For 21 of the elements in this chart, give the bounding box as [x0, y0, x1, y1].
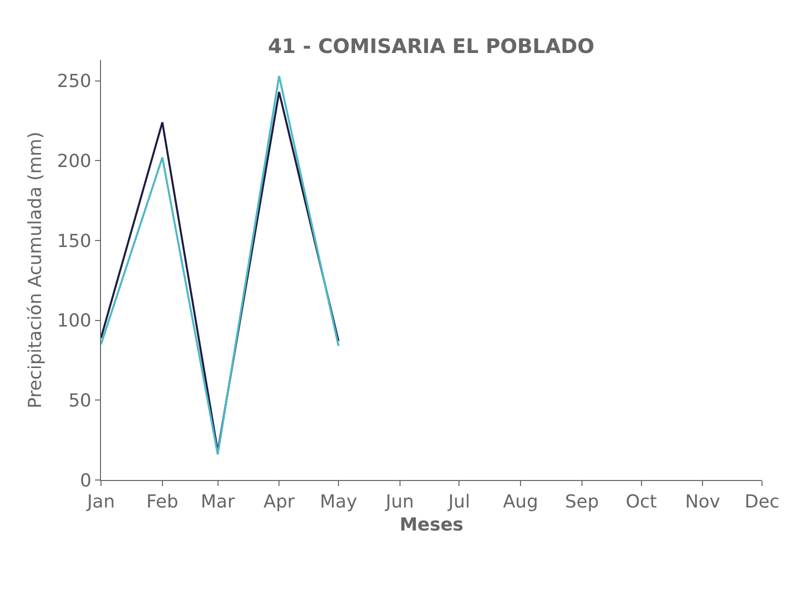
- y-tick-label: 200: [57, 150, 92, 172]
- x-tick-label: Jan: [86, 492, 115, 513]
- x-tick-label: Aug: [502, 492, 538, 513]
- x-tick-label: Dec: [744, 492, 780, 513]
- y-tick-label: 100: [57, 310, 92, 332]
- x-tick-label: May: [320, 492, 358, 513]
- x-tick-label: Apr: [264, 492, 296, 513]
- chart-title: 41 - COMISARIA EL POBLADO: [268, 34, 594, 58]
- x-tick-label: Oct: [626, 492, 657, 513]
- y-tick-label: 150: [57, 230, 92, 252]
- x-tick-label: Jun: [384, 492, 414, 513]
- x-tick-label: Mar: [200, 492, 236, 513]
- y-tick-label: 50: [68, 390, 92, 412]
- x-tick-label: Sep: [564, 492, 599, 513]
- x-axis-title: Meses: [400, 514, 464, 536]
- x-tick-label: Nov: [685, 492, 721, 513]
- y-tick-label: 250: [57, 71, 92, 92]
- x-tick-label: Jul: [447, 492, 470, 513]
- y-tick-label: 0: [80, 470, 92, 492]
- x-tick-label: Feb: [146, 492, 178, 513]
- y-axis-title: Precipitación Acumulada (mm): [25, 132, 46, 408]
